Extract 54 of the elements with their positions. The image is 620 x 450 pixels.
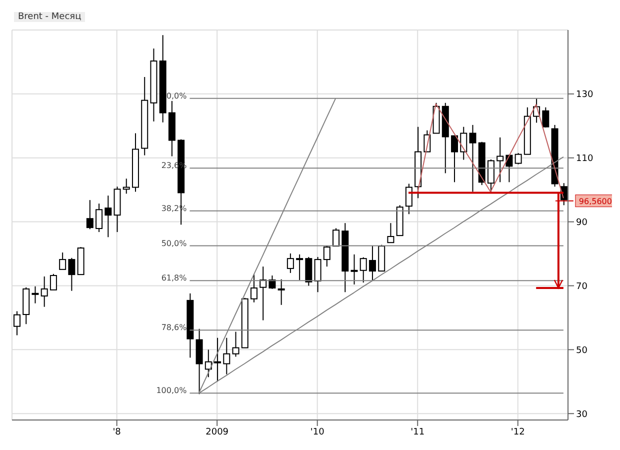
candlestick xyxy=(278,278,285,306)
candlestick xyxy=(223,337,230,375)
candlestick xyxy=(260,266,267,321)
annotation: 100,0% xyxy=(156,386,188,396)
x-tick-label: 2009 xyxy=(206,427,229,438)
annotation: 0,0% xyxy=(166,91,188,100)
annotation: 50,0% xyxy=(161,238,188,248)
candlestick xyxy=(387,222,394,244)
candlestick xyxy=(487,158,494,192)
candlestick xyxy=(122,178,130,194)
y-tick-label: 30 xyxy=(576,410,588,420)
candlestick xyxy=(460,126,468,160)
candlestick xyxy=(451,134,458,183)
chart-title: Brent - Месяц xyxy=(14,12,86,22)
y-tick-label: 130 xyxy=(576,90,594,100)
candlestick xyxy=(496,136,504,183)
y-tick-label: 90 xyxy=(576,218,588,228)
candlestick xyxy=(40,276,48,308)
candlestick xyxy=(542,106,550,128)
candlestick xyxy=(214,337,222,382)
annotation: 61,8% xyxy=(161,274,188,283)
candlestick xyxy=(14,310,20,336)
candlestick xyxy=(196,328,203,395)
x-tick-label: '10 xyxy=(310,427,325,438)
candlestick xyxy=(104,195,112,238)
candlestick xyxy=(332,228,340,247)
candlestick xyxy=(350,254,358,285)
annotation: 78,6% xyxy=(161,323,188,332)
x-tick-label: '11 xyxy=(410,427,425,438)
candlestick xyxy=(250,273,258,303)
ref-line-label: 96,5600 xyxy=(578,196,612,206)
candlestick xyxy=(50,273,57,290)
x-tick-label: '12 xyxy=(510,427,525,438)
y-tick-label: 110 xyxy=(576,154,594,164)
candlestick xyxy=(323,245,330,268)
x-tick-label: '8 xyxy=(112,427,122,438)
candlestick xyxy=(405,183,412,215)
candlestick xyxy=(32,286,39,304)
candlestick xyxy=(68,257,76,292)
candlestick xyxy=(96,203,103,233)
candlestick xyxy=(86,200,94,230)
y-tick-label: 70 xyxy=(576,282,588,292)
candlestick xyxy=(59,252,66,270)
candlestick xyxy=(368,244,376,282)
candlestick xyxy=(268,275,276,290)
candlestick xyxy=(232,331,240,358)
candlestick xyxy=(305,256,312,286)
candlestick xyxy=(296,254,304,280)
candlestick xyxy=(469,124,476,192)
candlestick xyxy=(514,152,522,165)
candlestick xyxy=(360,256,367,284)
candlestick xyxy=(314,256,322,293)
candlestick xyxy=(286,252,294,274)
y-tick-label: 50 xyxy=(576,346,588,356)
